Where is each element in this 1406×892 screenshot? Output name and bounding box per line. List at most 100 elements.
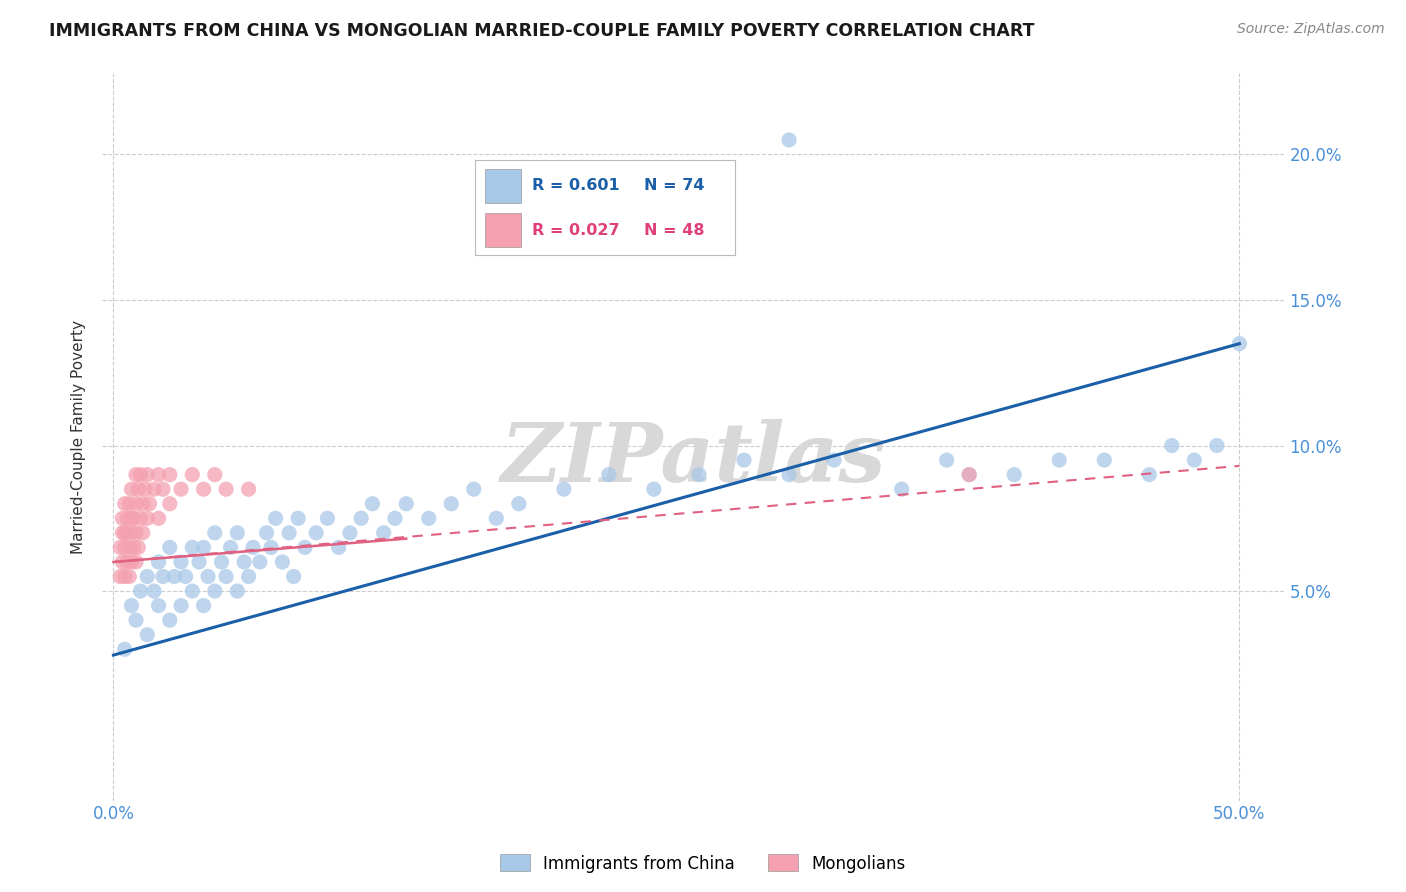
Point <box>129 467 152 482</box>
Point <box>238 482 260 496</box>
Point <box>181 584 204 599</box>
Point <box>114 525 136 540</box>
Point <box>204 525 226 540</box>
Point <box>395 497 418 511</box>
Point <box>688 467 710 482</box>
Point <box>159 541 181 555</box>
Point <box>125 467 148 482</box>
Legend: Immigrants from China, Mongolians: Immigrants from China, Mongolians <box>494 847 912 880</box>
Point <box>384 511 406 525</box>
Point <box>114 497 136 511</box>
Point <box>1092 453 1115 467</box>
Point <box>136 569 159 583</box>
Point <box>1229 336 1251 351</box>
Point <box>238 569 260 583</box>
Point <box>138 497 160 511</box>
Point <box>278 525 301 540</box>
Point <box>115 555 138 569</box>
Point <box>114 642 136 657</box>
Point <box>115 511 138 525</box>
Point <box>159 613 181 627</box>
Point <box>132 525 155 540</box>
Point <box>111 555 134 569</box>
Point <box>1047 453 1070 467</box>
Point <box>127 541 149 555</box>
Point <box>219 541 242 555</box>
Point <box>197 569 219 583</box>
Point <box>170 555 193 569</box>
Point <box>957 467 980 482</box>
Point <box>121 555 143 569</box>
Text: ZIPatlas: ZIPatlas <box>501 418 886 499</box>
Point <box>260 541 283 555</box>
Point <box>121 482 143 496</box>
Point <box>110 569 132 583</box>
Point <box>134 482 156 496</box>
Point <box>132 497 155 511</box>
Point <box>170 482 193 496</box>
Point <box>316 511 339 525</box>
Point <box>122 511 145 525</box>
Point <box>890 482 912 496</box>
Point <box>328 541 350 555</box>
Point <box>294 541 316 555</box>
Point <box>211 555 233 569</box>
Point <box>118 541 141 555</box>
Point <box>143 584 166 599</box>
Point <box>193 541 215 555</box>
Point <box>111 511 134 525</box>
Point <box>1137 467 1160 482</box>
Point <box>125 525 148 540</box>
Point <box>204 467 226 482</box>
Point <box>598 467 620 482</box>
Point <box>127 482 149 496</box>
Point <box>111 525 134 540</box>
Point <box>463 482 485 496</box>
Point <box>553 482 575 496</box>
Point <box>148 511 170 525</box>
Point <box>143 482 166 496</box>
Point <box>181 467 204 482</box>
Point <box>1002 467 1025 482</box>
Text: IMMIGRANTS FROM CHINA VS MONGOLIAN MARRIED-COUPLE FAMILY POVERTY CORRELATION CHA: IMMIGRANTS FROM CHINA VS MONGOLIAN MARRI… <box>49 22 1035 40</box>
Point <box>174 569 197 583</box>
Point <box>114 541 136 555</box>
Point <box>418 511 440 525</box>
Point <box>125 497 148 511</box>
Point <box>136 467 159 482</box>
Point <box>136 628 159 642</box>
Point <box>129 511 152 525</box>
Point <box>226 584 249 599</box>
Point <box>264 511 287 525</box>
Point <box>215 569 238 583</box>
Point <box>114 569 136 583</box>
Point <box>148 467 170 482</box>
Point <box>148 599 170 613</box>
Point <box>339 525 361 540</box>
Point <box>233 555 256 569</box>
Point <box>136 511 159 525</box>
Point <box>256 525 278 540</box>
Point <box>115 525 138 540</box>
Point <box>110 541 132 555</box>
Point <box>125 555 148 569</box>
Point <box>361 497 384 511</box>
Point <box>121 525 143 540</box>
Point <box>122 541 145 555</box>
Point <box>957 467 980 482</box>
Point <box>1182 453 1205 467</box>
Point <box>733 453 755 467</box>
Point <box>118 569 141 583</box>
Y-axis label: Married-Couple Family Poverty: Married-Couple Family Poverty <box>72 320 86 554</box>
Point <box>215 482 238 496</box>
Point <box>193 482 215 496</box>
Point <box>121 511 143 525</box>
Point <box>350 511 373 525</box>
Point <box>778 467 800 482</box>
Point <box>485 511 508 525</box>
Point <box>283 569 305 583</box>
Point <box>1205 438 1227 452</box>
Point <box>148 555 170 569</box>
Point <box>204 584 226 599</box>
Point <box>271 555 294 569</box>
